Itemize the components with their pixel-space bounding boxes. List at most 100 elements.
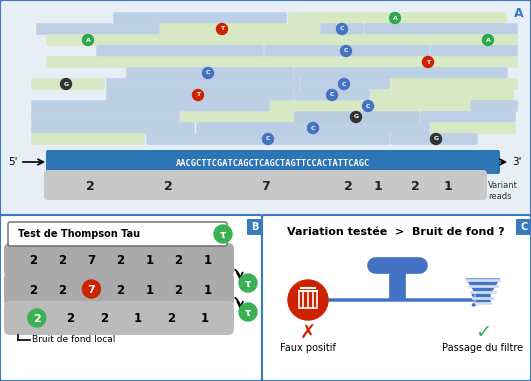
FancyBboxPatch shape xyxy=(36,23,160,35)
Text: C: C xyxy=(344,48,348,53)
Text: 2: 2 xyxy=(410,179,419,192)
Text: 2: 2 xyxy=(58,255,66,267)
FancyBboxPatch shape xyxy=(340,56,518,68)
Text: C: C xyxy=(366,104,370,109)
Circle shape xyxy=(239,274,257,292)
Text: 2: 2 xyxy=(33,314,41,324)
Text: 1: 1 xyxy=(145,255,153,267)
FancyBboxPatch shape xyxy=(516,219,531,235)
FancyBboxPatch shape xyxy=(0,0,531,217)
Text: A: A xyxy=(515,7,524,20)
FancyBboxPatch shape xyxy=(106,78,300,90)
Text: 2: 2 xyxy=(58,283,66,296)
FancyBboxPatch shape xyxy=(264,45,430,57)
FancyBboxPatch shape xyxy=(294,89,370,101)
FancyBboxPatch shape xyxy=(390,133,478,145)
FancyBboxPatch shape xyxy=(430,122,516,134)
FancyBboxPatch shape xyxy=(370,89,514,101)
Text: A: A xyxy=(485,37,491,43)
Circle shape xyxy=(340,45,352,56)
FancyBboxPatch shape xyxy=(247,219,263,235)
Circle shape xyxy=(217,24,227,35)
Text: Variation testée  >  Bruit de fond ?: Variation testée > Bruit de fond ? xyxy=(287,227,505,237)
FancyBboxPatch shape xyxy=(8,222,227,246)
Text: 2: 2 xyxy=(164,179,173,192)
Text: C: C xyxy=(266,136,270,141)
Circle shape xyxy=(327,90,338,101)
Text: 1: 1 xyxy=(133,312,141,325)
FancyBboxPatch shape xyxy=(300,78,390,90)
FancyBboxPatch shape xyxy=(31,111,180,123)
Text: 2: 2 xyxy=(344,179,353,192)
Text: 3': 3' xyxy=(512,157,521,167)
Circle shape xyxy=(262,133,273,144)
FancyBboxPatch shape xyxy=(288,12,507,24)
Circle shape xyxy=(28,309,46,327)
Text: 2: 2 xyxy=(175,283,183,296)
Text: C: C xyxy=(340,27,344,32)
FancyBboxPatch shape xyxy=(31,100,270,112)
Text: Test de Thompson Tau: Test de Thompson Tau xyxy=(18,229,140,239)
Text: 2: 2 xyxy=(167,312,175,325)
FancyBboxPatch shape xyxy=(31,78,105,90)
Circle shape xyxy=(483,35,493,45)
Text: 1: 1 xyxy=(203,283,212,296)
FancyBboxPatch shape xyxy=(160,23,320,35)
FancyBboxPatch shape xyxy=(196,122,430,134)
FancyBboxPatch shape xyxy=(180,111,420,123)
FancyBboxPatch shape xyxy=(46,56,340,68)
Text: 2: 2 xyxy=(116,255,124,267)
Text: 7: 7 xyxy=(88,285,95,295)
Circle shape xyxy=(239,303,257,321)
Circle shape xyxy=(431,133,441,144)
FancyBboxPatch shape xyxy=(96,45,264,57)
Text: 5': 5' xyxy=(8,157,18,167)
FancyBboxPatch shape xyxy=(470,100,518,112)
Text: C: C xyxy=(311,125,315,131)
Text: 2: 2 xyxy=(66,312,74,325)
Circle shape xyxy=(338,78,349,90)
Text: C: C xyxy=(330,93,334,98)
Text: Passage du filtre: Passage du filtre xyxy=(442,343,524,353)
Text: T: T xyxy=(220,27,224,32)
FancyBboxPatch shape xyxy=(390,34,518,46)
FancyBboxPatch shape xyxy=(4,272,234,306)
Circle shape xyxy=(307,123,319,133)
Circle shape xyxy=(423,56,433,67)
Text: τ: τ xyxy=(245,308,251,318)
FancyBboxPatch shape xyxy=(262,215,531,381)
Text: 2: 2 xyxy=(175,255,183,267)
Text: 1: 1 xyxy=(203,255,212,267)
Circle shape xyxy=(363,101,373,112)
Circle shape xyxy=(350,112,362,123)
FancyBboxPatch shape xyxy=(390,78,518,90)
Text: Faux positif: Faux positif xyxy=(280,343,336,353)
Text: τ: τ xyxy=(220,230,226,240)
Circle shape xyxy=(82,35,93,45)
Text: 7: 7 xyxy=(261,179,269,192)
FancyBboxPatch shape xyxy=(320,23,364,35)
Text: 1: 1 xyxy=(443,179,452,192)
FancyBboxPatch shape xyxy=(420,111,516,123)
Text: G: G xyxy=(354,115,358,120)
Text: A: A xyxy=(392,16,397,21)
Text: 2: 2 xyxy=(85,179,95,192)
FancyBboxPatch shape xyxy=(113,12,287,24)
Text: 2: 2 xyxy=(100,312,108,325)
FancyBboxPatch shape xyxy=(106,89,294,101)
Text: AACGCTTCGATCAGCTCAGCTAGTTCCACTATTCAGC: AACGCTTCGATCAGCTCAGCTAGTTCCACTATTCAGC xyxy=(176,158,370,168)
Circle shape xyxy=(61,78,72,90)
FancyBboxPatch shape xyxy=(146,133,390,145)
FancyBboxPatch shape xyxy=(270,100,470,112)
Text: τ: τ xyxy=(245,279,251,289)
FancyBboxPatch shape xyxy=(4,243,234,277)
FancyBboxPatch shape xyxy=(31,133,145,145)
Text: A: A xyxy=(85,37,90,43)
FancyBboxPatch shape xyxy=(46,34,155,46)
Circle shape xyxy=(288,280,328,320)
Text: C: C xyxy=(205,70,210,75)
Text: 7: 7 xyxy=(87,255,96,267)
FancyBboxPatch shape xyxy=(430,45,518,57)
Text: 2: 2 xyxy=(29,283,37,296)
FancyBboxPatch shape xyxy=(294,67,508,79)
